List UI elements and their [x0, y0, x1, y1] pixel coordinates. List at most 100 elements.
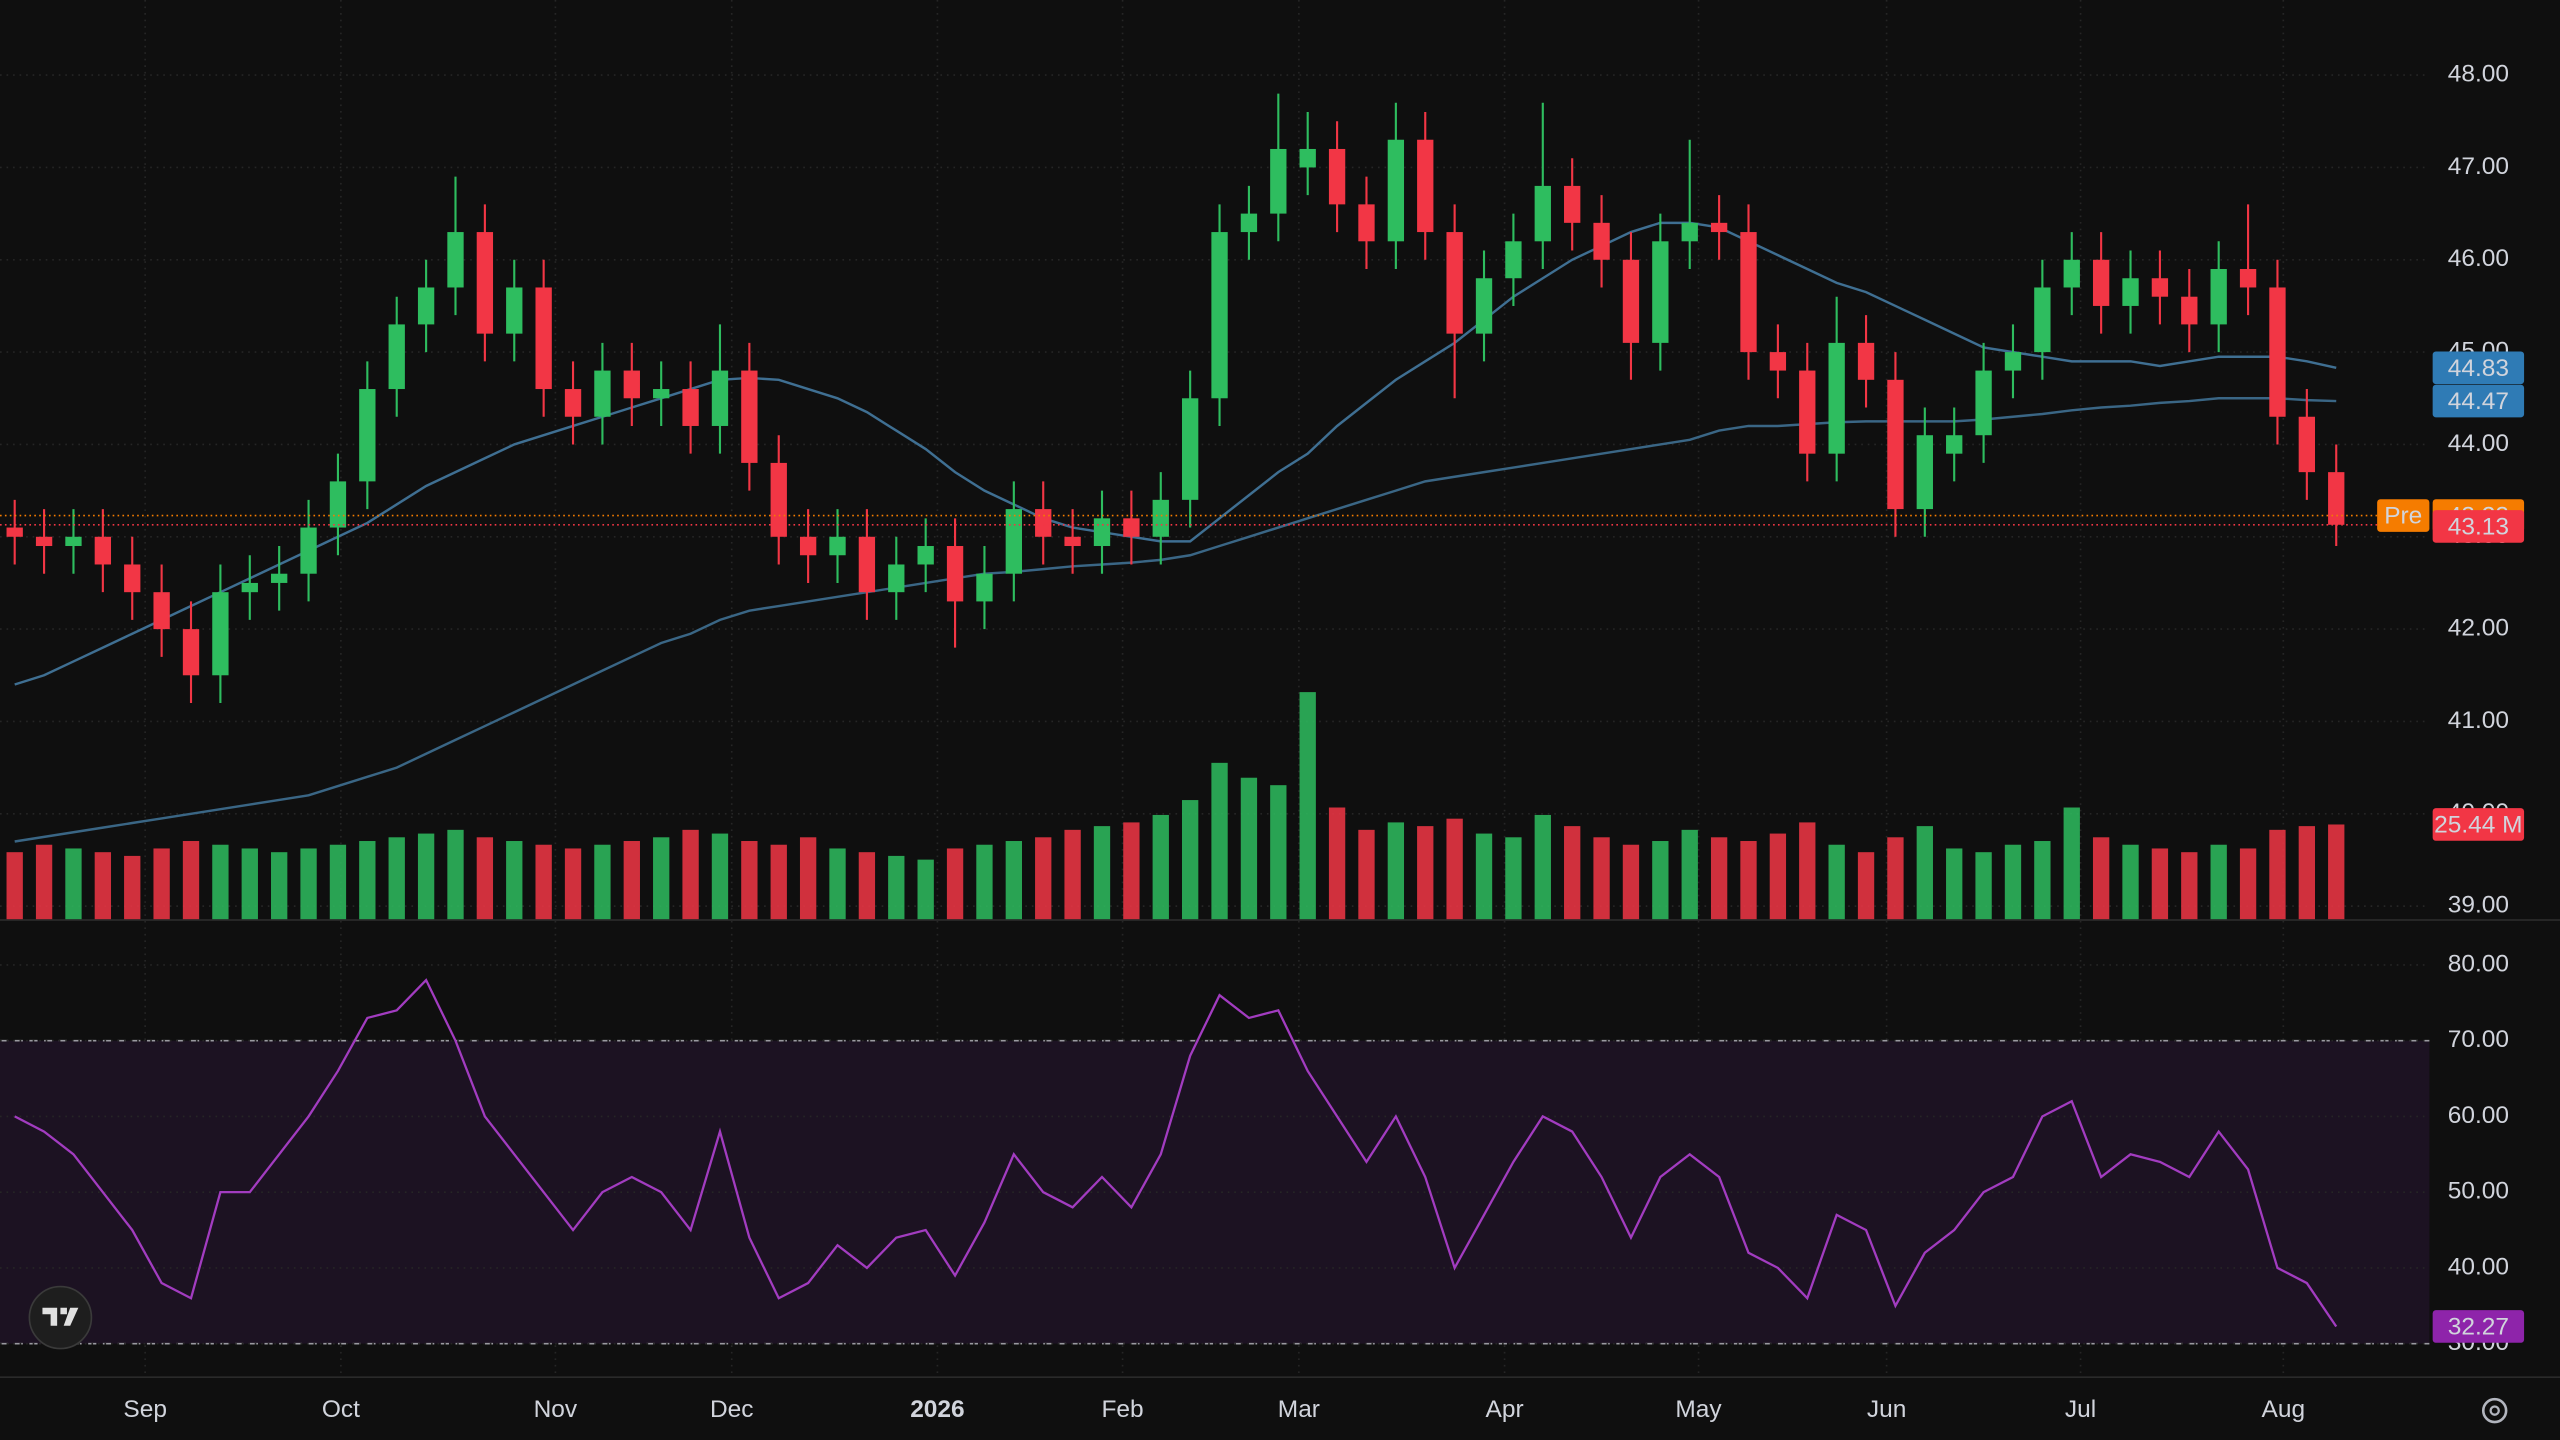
logo-mark	[42, 1307, 79, 1326]
settings[interactable]	[2481, 1397, 2508, 1424]
x-tick-label: Nov	[534, 1396, 578, 1423]
candle-body	[1887, 379, 1904, 510]
rsi-tick-label: 50.00	[2448, 1178, 2509, 1205]
volume-bar	[6, 852, 23, 920]
volume-bar	[35, 844, 53, 920]
volume-bar	[1387, 822, 1405, 920]
volume-bar	[858, 852, 876, 920]
volume-bar	[2239, 848, 2257, 920]
volume-bar	[535, 844, 552, 920]
volume-bar	[1828, 844, 1845, 920]
ma-label-box	[2432, 384, 2525, 418]
volume-bar	[1123, 822, 1140, 920]
candle-body	[1534, 185, 1551, 242]
ma-label: 44.83	[2448, 355, 2509, 382]
candle-body	[182, 629, 200, 676]
volume-bar	[388, 837, 405, 920]
volume-bar	[2122, 844, 2139, 920]
logo-circle[interactable]	[28, 1285, 93, 1350]
candle-body	[1240, 213, 1258, 233]
candle-body	[1505, 241, 1522, 279]
volume-bar	[2210, 844, 2227, 920]
candle-body	[1446, 232, 1463, 334]
volume-bar	[564, 848, 582, 920]
volume-bar	[2092, 837, 2110, 920]
last-price-label-box	[2432, 510, 2525, 543]
candle-body	[682, 389, 699, 426]
volume-bar	[182, 841, 200, 920]
candle-body	[35, 536, 53, 547]
volume-bar	[2004, 844, 2022, 920]
candle-body	[623, 370, 640, 399]
rsi-tick-label: 40.00	[2448, 1253, 2509, 1280]
volume-bar	[1740, 841, 1757, 920]
candle-body	[2181, 296, 2198, 325]
volume-bar	[1564, 826, 1581, 920]
candle-body	[1681, 222, 1698, 242]
candle-body	[564, 389, 582, 417]
volume-bar	[1681, 829, 1698, 920]
x-tick-label: Apr	[1486, 1396, 1524, 1423]
volume-bar	[1035, 837, 1052, 920]
x-tick-label: Dec	[710, 1396, 754, 1423]
ma-label: 44.47	[2448, 388, 2509, 415]
volume-bar	[1005, 841, 1022, 920]
candle-body	[946, 546, 964, 602]
candle-body	[329, 481, 347, 528]
candle-body	[1946, 435, 1963, 454]
volume-bar	[447, 829, 464, 920]
candle-body	[535, 287, 552, 390]
volume-bar	[1064, 829, 1081, 920]
candle-body	[1652, 241, 1669, 343]
volume-bar	[1328, 807, 1346, 920]
candle-body	[976, 573, 993, 602]
candle-body	[388, 324, 405, 390]
candle-body	[1799, 370, 1816, 454]
volume-bar	[1799, 822, 1816, 920]
candle-body	[1211, 232, 1228, 399]
volume-bar	[1975, 852, 1992, 920]
candle-body	[711, 370, 729, 426]
volume-bar	[1887, 837, 1904, 920]
volume-bar	[2181, 852, 2198, 920]
x-tick-label: 2026	[910, 1396, 964, 1423]
volume-bar	[94, 852, 112, 920]
volume-bar	[741, 841, 758, 920]
x-tick-label: May	[1675, 1396, 1722, 1423]
candle-body	[65, 536, 82, 547]
volume-bar	[124, 855, 141, 920]
gear-icon[interactable]	[2481, 1397, 2508, 1424]
volume-bar	[1240, 777, 1258, 920]
volume-bar	[2328, 824, 2345, 920]
candle-body	[799, 536, 817, 556]
labels: 39.0040.0041.0042.0043.0044.0045.0046.00…	[123, 61, 2525, 1423]
candle-body	[271, 573, 288, 583]
candle-body	[212, 592, 229, 676]
volume-bar	[1358, 829, 1375, 920]
candle-body	[2151, 278, 2169, 297]
volume-bar	[888, 855, 905, 920]
candle-body	[6, 527, 23, 537]
volume-bar	[2269, 829, 2286, 920]
rsi-label: 32.27	[2448, 1314, 2509, 1341]
volume-bar	[623, 841, 640, 920]
volume-bar	[1417, 826, 1434, 920]
candle-body	[1857, 342, 1875, 380]
candle-body	[770, 462, 787, 537]
candle-body	[741, 370, 758, 463]
y-tick-label: 44.00	[2448, 430, 2509, 457]
volume-bar	[1857, 852, 1875, 920]
rsi-label-box	[2432, 1310, 2525, 1343]
rsi-tick-label: 80.00	[2448, 950, 2509, 977]
candle-body	[594, 370, 611, 417]
volume-bar	[770, 844, 787, 920]
logo[interactable]	[28, 1285, 93, 1350]
x-tick-label: Aug	[2262, 1396, 2306, 1423]
premarket-tag-box	[2377, 499, 2430, 532]
x-tick-label: Feb	[1101, 1396, 1143, 1423]
volume-bar	[799, 837, 817, 920]
candle-body	[1622, 259, 1640, 343]
volume-bar	[271, 852, 288, 920]
candle-body	[476, 232, 494, 334]
